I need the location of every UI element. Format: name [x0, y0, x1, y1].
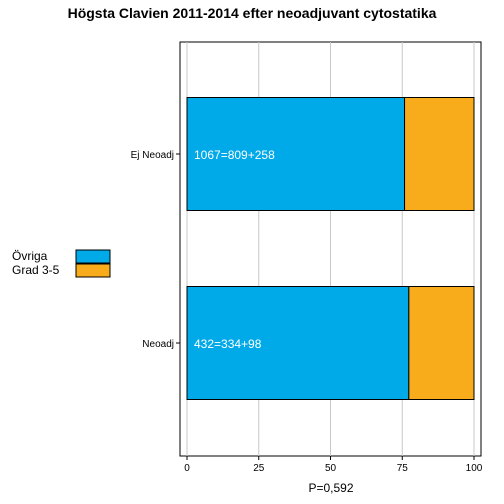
x-tick-label: 100	[466, 463, 483, 474]
x-tick-label: 75	[397, 463, 409, 474]
category-labels: Ej Neoadj Neoadj	[131, 150, 180, 350]
x-tick-label: 0	[184, 463, 190, 474]
x-ticks: 0 25 50 75 100	[184, 456, 483, 474]
x-axis-label: P=0,592	[308, 481, 353, 495]
bar-segment	[186, 97, 406, 211]
bar-value-label: 432=334+98	[194, 337, 262, 351]
legend-label: Grad 3-5	[12, 263, 60, 277]
bar-labels: 1067=809+258 432=334+98	[194, 148, 275, 351]
legend-label: Övriga	[12, 249, 48, 263]
legend-swatch	[75, 263, 111, 278]
legend-swatch	[75, 249, 111, 264]
category-label: Neoadj	[142, 339, 174, 350]
bar-segment	[404, 97, 475, 211]
bar-segment	[408, 286, 475, 400]
category-label: Ej Neoadj	[131, 150, 174, 161]
x-tick-label: 50	[325, 463, 337, 474]
bar-segment	[186, 286, 410, 400]
x-tick-label: 25	[253, 463, 265, 474]
bar-value-label: 1067=809+258	[194, 148, 275, 162]
chart-title: Högsta Clavien 2011-2014 efter neoadjuva…	[68, 5, 437, 21]
bars	[186, 97, 475, 400]
